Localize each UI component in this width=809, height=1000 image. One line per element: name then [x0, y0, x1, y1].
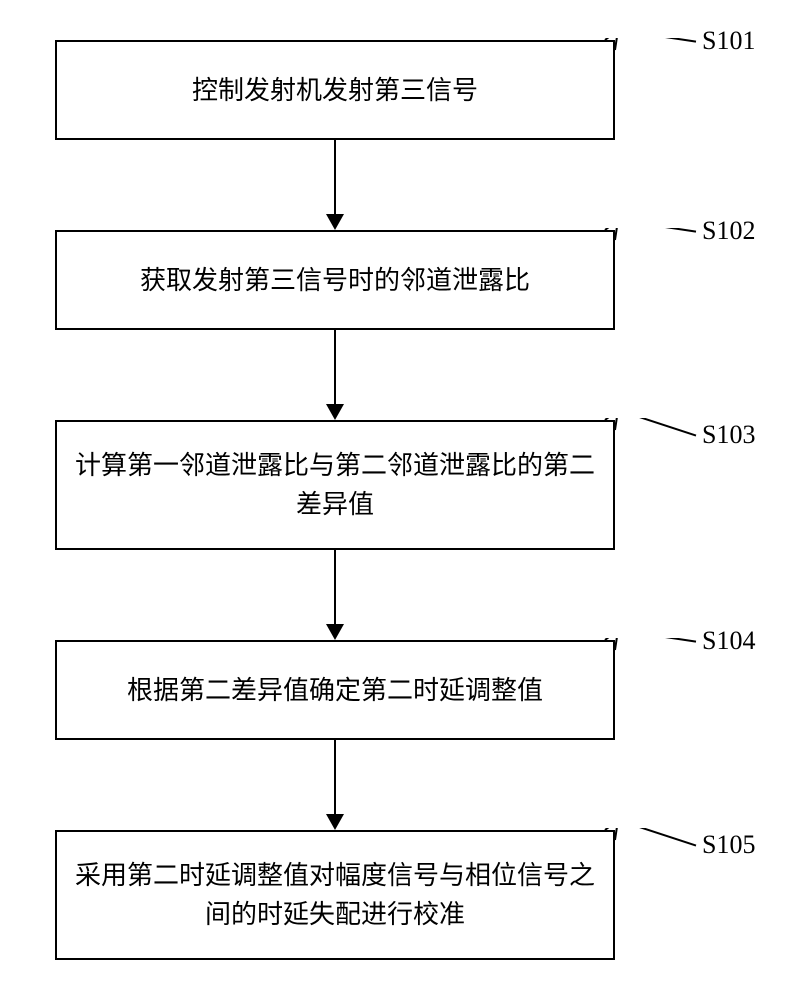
flow-node-text: 获取发射第三信号时的邻道泄露比 [140, 261, 530, 300]
flow-node-s101: 控制发射机发射第三信号 [55, 40, 615, 140]
arrow-s101-s102 [320, 140, 350, 230]
arrow-s102-s103 [320, 330, 350, 420]
flow-node-s102: 获取发射第三信号时的邻道泄露比 [55, 230, 615, 330]
flow-node-s103: 计算第一邻道泄露比与第二邻道泄露比的第二差异值 [55, 420, 615, 550]
callout-connector-s104 [603, 638, 698, 656]
step-label-s103: S103 [702, 420, 755, 450]
arrow-s104-s105 [320, 740, 350, 830]
callout-connector-s105 [603, 828, 698, 860]
flow-node-text: 根据第二差异值确定第二时延调整值 [127, 671, 543, 710]
flow-node-s105: 采用第二时延调整值对幅度信号与相位信号之间的时延失配进行校准 [55, 830, 615, 960]
arrow-s103-s104 [320, 550, 350, 640]
step-label-s102: S102 [702, 216, 755, 246]
callout-connector-s102 [603, 228, 698, 246]
flow-node-text: 采用第二时延调整值对幅度信号与相位信号之间的时延失配进行校准 [67, 856, 603, 934]
flow-node-s104: 根据第二差异值确定第二时延调整值 [55, 640, 615, 740]
callout-connector-s103 [603, 418, 698, 450]
step-label-s105: S105 [702, 830, 755, 860]
callout-connector-s101 [603, 38, 698, 56]
flow-node-text: 控制发射机发射第三信号 [192, 71, 478, 110]
flow-node-text: 计算第一邻道泄露比与第二邻道泄露比的第二差异值 [67, 446, 603, 524]
step-label-s101: S101 [702, 26, 755, 56]
step-label-s104: S104 [702, 626, 755, 656]
flowchart-canvas: 控制发射机发射第三信号 S101 获取发射第三信号时的邻道泄露比 S102 计算第一邻道… [0, 0, 809, 1000]
